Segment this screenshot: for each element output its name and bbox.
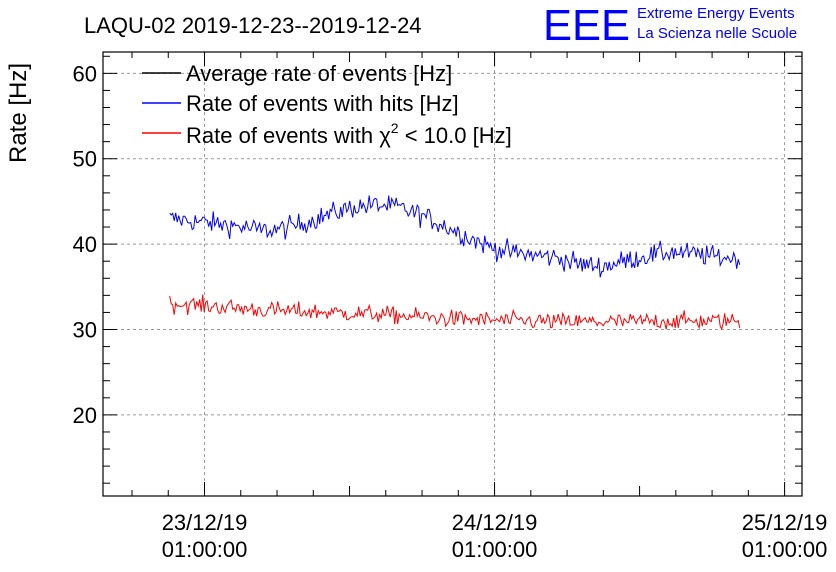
y-tick-label: 20 (73, 403, 97, 428)
eee-logo-letters: EEE (543, 1, 630, 50)
series-layer (169, 195, 741, 331)
x-tick-label-date: 23/12/19 (162, 510, 248, 535)
eee-logo-line1: Extreme Energy Events (637, 5, 795, 22)
x-tick-label-date: 24/12/19 (452, 510, 538, 535)
series-line-1 (169, 195, 741, 278)
legend-chi2-symbol: χ (379, 123, 391, 148)
legend-chi2-sup: 2 (391, 120, 399, 136)
y-tick-label: 50 (73, 147, 97, 172)
y-axis-title: Rate [Hz] (5, 63, 32, 163)
legend-chi2-suffix: < 10.0 [Hz] (399, 123, 512, 148)
eee-logo: EEE Extreme Energy Events La Scienza nel… (543, 1, 797, 50)
legend-label-average: Average rate of events [Hz] (186, 61, 452, 86)
axes: 203040506023/12/1901:00:0024/12/1901:00:… (73, 51, 828, 562)
y-tick-label: 60 (73, 61, 97, 86)
legend-label-chi2: Rate of events with χ2 < 10.0 [Hz] (186, 120, 512, 148)
y-tick-label: 30 (73, 318, 97, 343)
series-line-2 (169, 294, 741, 331)
plot-frame (102, 51, 803, 497)
chart-title: LAQU-02 2019-12-23--2019-12-24 (84, 13, 422, 38)
legend-label-hits: Rate of events with hits [Hz] (186, 91, 459, 116)
grid-lines (103, 52, 802, 496)
y-tick-label: 40 (73, 232, 97, 257)
eee-logo-line2: La Scienza nelle Scuole (637, 25, 797, 42)
x-tick-label-date: 25/12/19 (742, 510, 828, 535)
x-tick-label-time: 01:00:00 (742, 537, 828, 562)
x-tick-label-time: 01:00:00 (162, 537, 248, 562)
legend: Average rate of events [Hz] Rate of even… (142, 61, 512, 148)
x-tick-label-time: 01:00:00 (452, 537, 538, 562)
legend-chi2-prefix: Rate of events with (186, 123, 379, 148)
